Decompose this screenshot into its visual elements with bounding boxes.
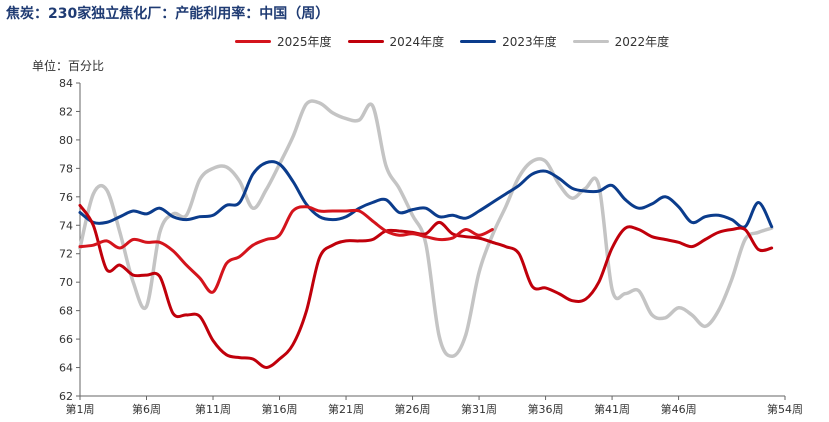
y-tick-label: 68	[59, 305, 73, 318]
y-tick-label: 70	[59, 276, 73, 289]
y-tick-label: 76	[59, 191, 73, 204]
y-tick-label: 80	[59, 134, 73, 147]
legend-label-2025: 2025年度	[277, 35, 332, 49]
legend-item-2025: 2025年度	[235, 33, 332, 50]
x-tick-label: 第31周	[461, 402, 497, 416]
x-tick-label: 第26周	[395, 402, 431, 416]
x-tick-label: 第21周	[328, 402, 364, 416]
x-tick-label: 第1周	[66, 402, 95, 416]
series-2025-line	[78, 205, 494, 294]
chart-legend: 2025年度 2024年度 2023年度 2022年度	[235, 33, 669, 50]
legend-item-2023: 2023年度	[460, 33, 557, 50]
legend-swatch-2024	[347, 40, 384, 43]
y-tick-label: 66	[59, 333, 73, 346]
legend-item-2022: 2022年度	[572, 33, 670, 50]
legend-swatch-2025	[235, 40, 271, 43]
chart-title: 焦炭：230家独立焦化厂：产能利用率：中国（周）	[6, 6, 330, 22]
x-tick-label: 第54周	[767, 402, 803, 416]
y-tick-label: 78	[59, 162, 73, 175]
legend-label-2023: 2023年度	[502, 35, 557, 49]
unit-label: 单位：百分比	[32, 59, 105, 73]
legend-swatch-2023	[460, 40, 497, 43]
x-tick-label: 第41周	[594, 402, 630, 416]
x-tick-label: 第6周	[132, 402, 161, 416]
legend-label-2024: 2024年度	[389, 35, 445, 49]
y-tick-label: 72	[59, 248, 73, 261]
y-tick-label: 64	[59, 362, 73, 375]
series-2023-line	[78, 160, 774, 229]
y-tick-label: 62	[59, 390, 73, 403]
y-tick-label: 82	[59, 105, 73, 118]
x-tick-label: 第16周	[262, 402, 298, 416]
series-2022-line	[78, 99, 774, 358]
x-tick-label: 第46周	[661, 402, 697, 416]
legend-label-2022: 2022年度	[614, 35, 670, 49]
legend-item-2024: 2024年度	[347, 33, 445, 50]
x-tick-label: 第11周	[195, 402, 231, 416]
x-tick-label: 第36周	[528, 402, 564, 416]
y-tick-label: 74	[59, 219, 73, 232]
series-2024-line	[78, 203, 774, 369]
y-tick-label: 84	[59, 77, 73, 90]
legend-swatch-2022	[572, 40, 609, 43]
